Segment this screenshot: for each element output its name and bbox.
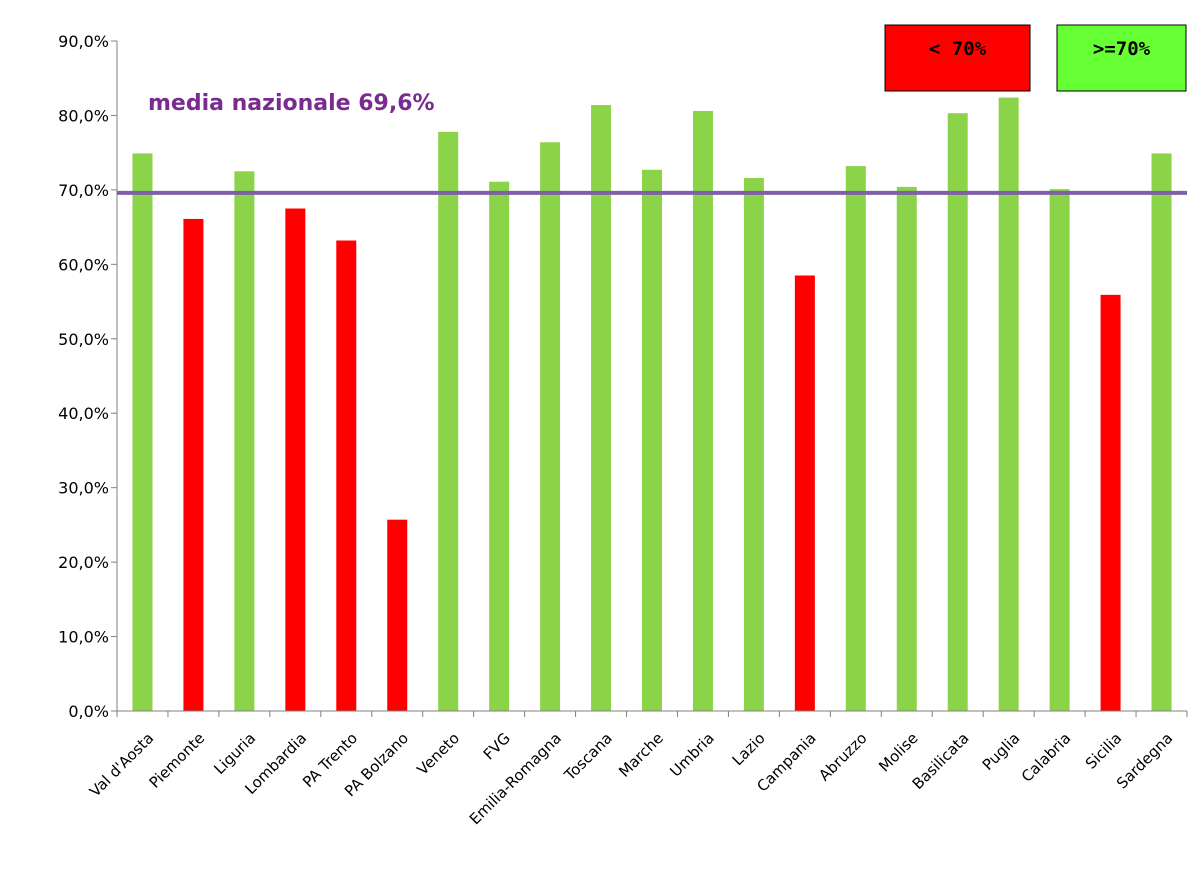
- y-tick-label: 70,0%: [58, 181, 109, 200]
- bar: [692, 110, 713, 711]
- legend-box: [884, 24, 1031, 92]
- bar: [947, 113, 968, 711]
- bar: [132, 153, 153, 711]
- bar: [336, 240, 357, 711]
- bar: [1049, 189, 1070, 712]
- bar: [591, 105, 612, 712]
- bar: [540, 142, 561, 711]
- y-tick-label: 30,0%: [58, 479, 109, 498]
- y-axis: 0,0% 10,0% 20,0% 30,0% 40,0% 50,0% 60,0% 70,0% 8…: [58, 32, 118, 721]
- y-tick-label: 80,0%: [58, 106, 109, 125]
- bar: [998, 97, 1019, 712]
- bars: [132, 97, 1172, 712]
- legend: < 70% >=70%: [884, 24, 1187, 92]
- legend-box: [1056, 24, 1187, 92]
- bar: [285, 208, 306, 711]
- bar: [387, 519, 408, 711]
- bar: [1151, 153, 1172, 711]
- bar: [794, 275, 815, 711]
- y-tick-label: 90,0%: [58, 32, 109, 51]
- y-tick-label: 50,0%: [58, 330, 109, 349]
- bar: [234, 171, 255, 711]
- y-tick-label: 20,0%: [58, 553, 109, 572]
- y-tick-label: 10,0%: [58, 628, 109, 647]
- bar: [438, 131, 459, 712]
- legend-label: >=70%: [1093, 38, 1151, 60]
- bar: [845, 166, 866, 712]
- y-tick-label: 0,0%: [68, 702, 109, 721]
- bar: [896, 186, 917, 711]
- bar: [183, 218, 204, 711]
- legend-label: < 70%: [929, 38, 987, 60]
- bar: [489, 181, 510, 711]
- bar: [1100, 294, 1121, 711]
- y-tick-label: 40,0%: [58, 404, 109, 423]
- bar: [743, 177, 764, 711]
- y-tick-label: 60,0%: [58, 255, 109, 274]
- reference-line-label: media nazionale 69,6%: [148, 91, 435, 116]
- bar: [642, 169, 662, 712]
